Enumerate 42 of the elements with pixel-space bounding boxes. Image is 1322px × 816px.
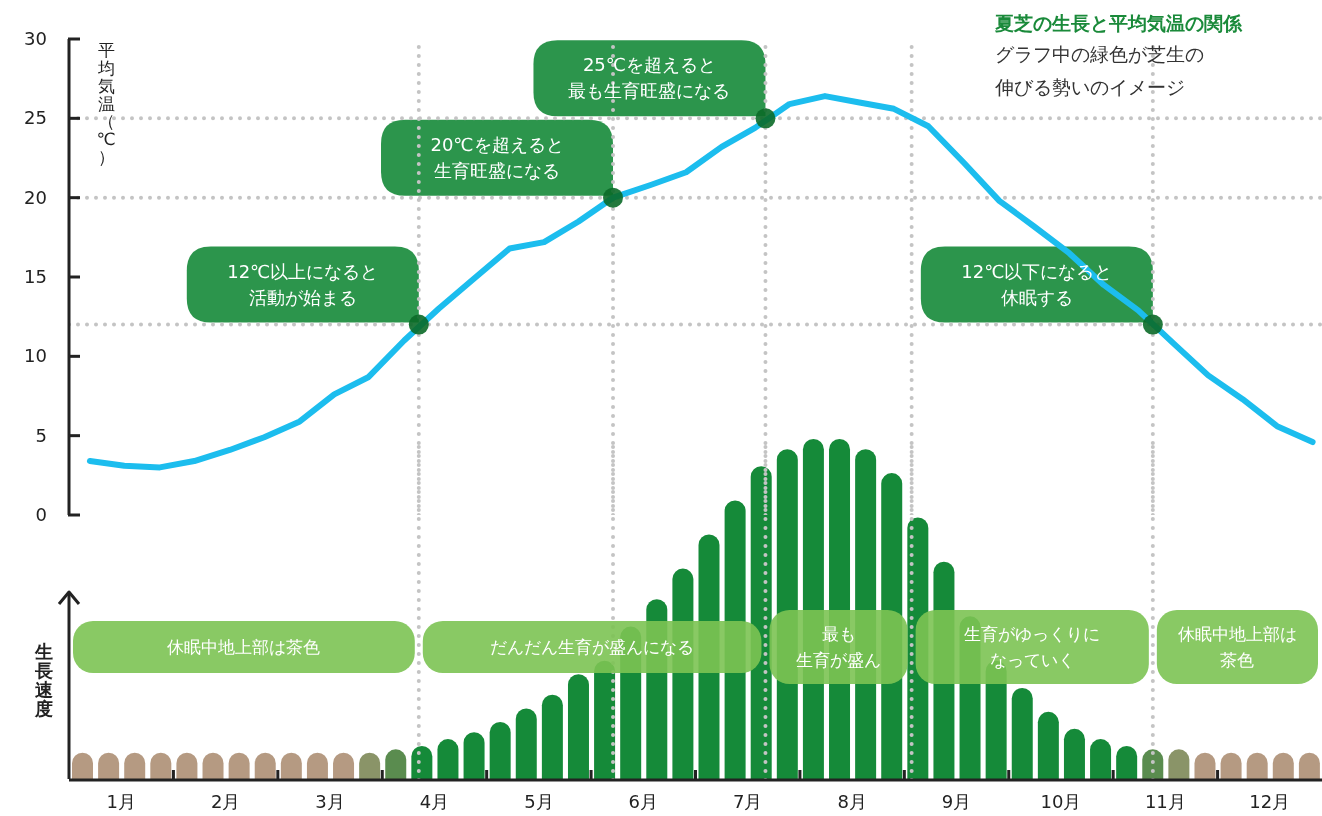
x-tick-label: 10月 [1040, 791, 1082, 812]
bar [1063, 728, 1085, 780]
band-label: 休眠中地上部は茶色 [1177, 624, 1297, 671]
x-tick-label: 4月 [419, 791, 450, 812]
annotation: 20℃を超えると生育旺盛になる [430, 133, 564, 181]
annotation: 12℃以上になると活動が始まる [227, 260, 379, 308]
x-tick-label: 1月 [106, 791, 136, 812]
x-tick-label: 11月 [1144, 791, 1186, 812]
y-tick-label: 25 [24, 107, 47, 129]
y-axis-title: 生長速度 [34, 641, 53, 719]
x-tick-label: 7月 [732, 791, 763, 812]
x-tick-label: 6月 [628, 791, 659, 812]
band-label: だんだん生育が盛んになる [490, 637, 695, 658]
band-label: 休眠中地上部は茶色 [167, 637, 321, 658]
x-tick-label: 2月 [210, 791, 241, 812]
x-tick-label: 12月 [1249, 791, 1291, 812]
bar [1090, 739, 1112, 780]
x-tick-label: 9月 [941, 791, 972, 812]
y-tick-label: 30 [24, 28, 47, 49]
y-tick-label: 20 [24, 186, 47, 208]
y-tick-label: 10 [24, 345, 47, 367]
text: グラフ中の緑色が芝生の伸びる勢いのイメージ [995, 42, 1205, 100]
bar [1011, 687, 1033, 780]
annotation: 12℃以下になると休眠する [961, 260, 1113, 308]
y-axis-title: 平均気温（℃） [96, 40, 116, 168]
x-tick-label: 8月 [837, 791, 867, 812]
chart-title: 夏芝の生長と平均気温の関係 [995, 11, 1243, 36]
bar [463, 732, 485, 780]
bar [437, 739, 459, 780]
bar [515, 708, 537, 780]
band-label: 生育がゆっくりになっていく [964, 624, 1101, 671]
y-tick-label: 5 [35, 424, 47, 446]
band-label: 最も生育が盛ん [796, 624, 882, 671]
bar [1037, 711, 1059, 780]
bar [489, 722, 511, 780]
annotation: 25℃を超えると最も生育旺盛になる [568, 54, 731, 102]
bar [541, 694, 563, 780]
x-tick-label: 3月 [315, 791, 345, 812]
bar [567, 674, 589, 780]
y-tick-label: 0 [35, 504, 47, 525]
x-tick-label: 5月 [524, 791, 554, 812]
y-tick-label: 15 [24, 266, 47, 287]
